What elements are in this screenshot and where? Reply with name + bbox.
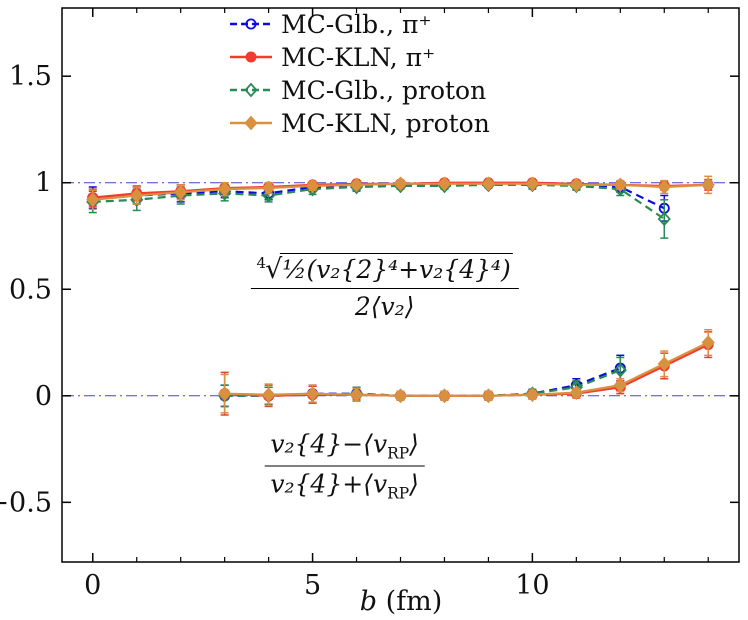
series-mc-kln-proton-lower [218,328,715,414]
series-line [224,367,621,397]
series-mc-kln-proton-upper [86,175,715,211]
num-suffix: ⟩ [409,429,419,459]
legend-marker-sample [230,115,272,131]
data-point-marker [393,388,408,404]
data-point-marker [481,388,496,404]
data-point-marker [657,211,671,227]
data-point-marker [613,377,627,393]
data-point-marker [481,176,496,192]
legend-label: MC-Glb., proton [281,75,487,105]
series-line [92,183,665,220]
data-point-marker [349,387,364,403]
data-point-marker [393,176,408,192]
data-point-marker [613,177,627,193]
y-tick-label: 0.5 [9,274,52,305]
legend-label: MC-Glb., π⁺ [281,9,432,39]
data-point-marker [569,385,583,400]
data-point-marker [262,387,276,403]
legend-item-1: MC-KLN, π⁺ [228,41,490,73]
series-line [224,341,709,397]
data-point-marker [86,192,100,208]
data-point-marker [305,386,320,402]
series-line [224,343,709,397]
data-point-marker [657,179,671,195]
series-mc-glb-proton-lower [218,356,627,408]
data-point-marker [245,18,257,30]
num-prefix: v₂{4}−⟨v [270,429,388,459]
legend-item-2: MC-Glb., proton [228,74,490,106]
y-tick-label: −0.5 [0,487,52,518]
x-tick-label: 0 [84,570,101,601]
data-point-marker [525,176,539,192]
annotation-upper-numerator: 4√½(v₂{2}⁴+v₂{4}⁴) [250,253,519,290]
data-point-marker [349,177,364,193]
x-axis-label: b (fm) [360,586,443,617]
data-point-marker [218,181,232,197]
y-tick-label: 1.5 [9,61,52,92]
y-tick-label: 1 [35,168,52,199]
data-point-marker [244,82,258,98]
data-point-marker [218,386,232,402]
radical-index: 4 [256,254,267,273]
num-subscript: RP [387,444,410,463]
data-point-marker [701,177,715,193]
data-point-marker [262,180,276,196]
data-point-marker [245,51,257,63]
data-point-marker [569,177,583,193]
legend-marker-sample [230,18,272,30]
radicand-text: ½(v₂{2}⁴+v₂{4}⁴) [280,253,513,285]
series-mc-glb-proton-upper [86,177,671,239]
annotation-lower-numerator: v₂{4}−⟨vRP⟩ [264,430,425,467]
data-point-marker [525,387,539,403]
data-point-marker [437,176,452,192]
x-axis-label-unit: (fm) [377,586,443,617]
annotation-lower-ratio: v₂{4}−⟨vRP⟩ v₂{4}+⟨vRP⟩ [264,430,425,503]
annotation-upper-ratio: 4√½(v₂{2}⁴+v₂{4}⁴) 2⟨v₂⟩ [250,253,519,322]
data-point-marker [657,356,671,372]
annotation-lower-denominator: v₂{4}+⟨vRP⟩ [264,467,425,503]
series-mc-glb-pion-lower [219,354,626,408]
legend: MC-Glb., π⁺ MC-KLN, π⁺ MC-Glb., proton MC-K… [228,8,490,139]
y-tick-label: 0 [35,381,52,412]
den-prefix: v₂{4}+⟨v [270,469,388,499]
data-point-marker [174,184,188,200]
legend-label: MC-KLN, π⁺ [281,42,436,72]
radical-sign: √ [265,254,283,286]
den-suffix: ⟩ [409,469,419,499]
legend-label: MC-KLN, proton [281,108,490,138]
data-point-marker [701,335,715,350]
data-point-marker [130,188,144,203]
legend-item-0: MC-Glb., π⁺ [228,8,490,40]
data-point-marker [244,115,258,131]
annotation-upper-denominator: 2⟨v₂⟩ [354,292,415,322]
data-point-marker [437,388,452,404]
legend-item-3: MC-KLN, proton [228,107,490,139]
series-line [224,369,621,397]
data-point-marker [613,362,627,378]
legend-marker-sample [230,51,272,63]
x-axis-label-variable: b [359,586,378,617]
data-point-marker [305,178,320,194]
series-mc-kln-pion-lower [219,331,714,416]
den-subscript: RP [387,484,410,503]
legend-marker-sample [230,82,272,98]
x-tick-label: 10 [515,570,549,601]
x-tick-label: 5 [304,570,321,601]
